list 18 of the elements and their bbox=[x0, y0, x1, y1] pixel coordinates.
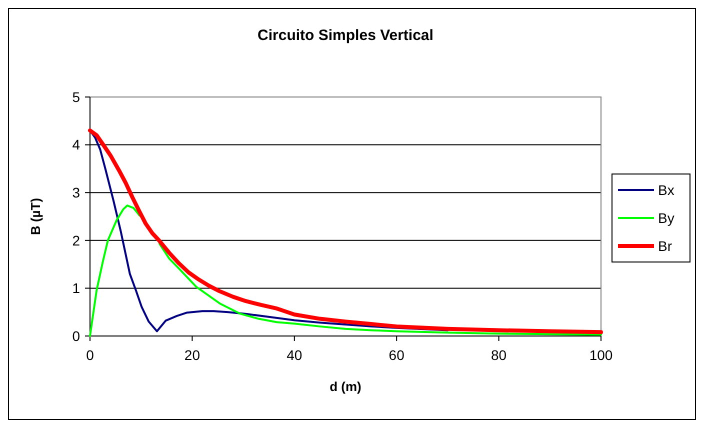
legend-label: Bx bbox=[658, 182, 674, 198]
x-axis-title: d (m) bbox=[330, 379, 362, 394]
legend-label: By bbox=[658, 210, 674, 226]
x-tick-label: 40 bbox=[286, 347, 302, 363]
x-tick-label: 0 bbox=[86, 347, 94, 363]
x-tick-label: 80 bbox=[491, 347, 507, 363]
chart-title: Circuito Simples Vertical bbox=[258, 27, 434, 44]
y-tick-label: 1 bbox=[72, 280, 80, 296]
y-tick-label: 5 bbox=[72, 88, 80, 105]
y-tick-label: 2 bbox=[72, 232, 80, 248]
y-tick-label: 3 bbox=[72, 184, 80, 200]
legend-label: Br bbox=[658, 238, 672, 254]
y-axis-title: B (µT) bbox=[28, 198, 43, 236]
x-tick-label: 100 bbox=[589, 347, 613, 363]
y-tick-label: 4 bbox=[72, 136, 80, 153]
x-tick-label: 60 bbox=[388, 347, 405, 363]
x-tick-label: 20 bbox=[184, 347, 200, 363]
y-tick-label: 0 bbox=[72, 328, 80, 344]
